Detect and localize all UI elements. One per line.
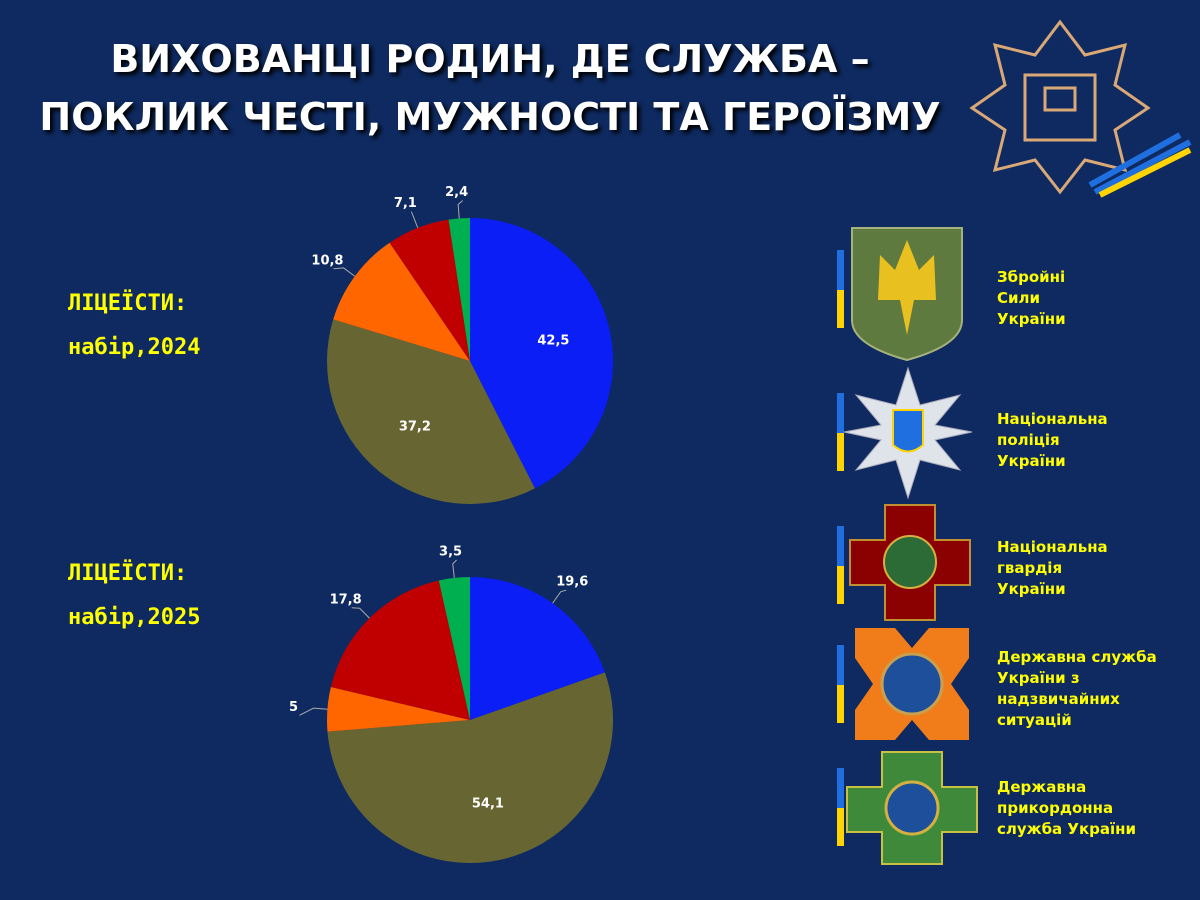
service-label: Національна (997, 538, 1108, 556)
data-label: 19,6 (556, 575, 588, 590)
flag-bars (837, 250, 844, 846)
leader-line (351, 607, 370, 619)
chart-label: ЛІЦЕЇСТИ: (68, 560, 187, 586)
pie-slice (470, 577, 605, 720)
service-label: України (997, 452, 1066, 470)
service-label: поліція (997, 431, 1060, 449)
data-label: 7,1 (394, 196, 417, 211)
title-line: ПОКЛИК ЧЕСТІ, МУЖНОСТІ ТА ГЕРОЇЗМУ (39, 95, 940, 139)
leader-line (333, 267, 356, 277)
pie-slice (327, 319, 535, 504)
service-label: Збройні (997, 268, 1065, 286)
chart-label: набір,2024 (68, 335, 200, 360)
service-label: Державна служба (997, 648, 1157, 666)
data-label: 3,5 (439, 545, 462, 560)
pie-slice (470, 218, 614, 489)
title-line: ВИХОВАНЦІ РОДИН, ДЕ СЛУЖБА – (110, 37, 869, 81)
leader-line (552, 589, 567, 604)
leader-line (457, 200, 463, 219)
service-label: ситуацій (997, 711, 1072, 729)
data-label: 10,8 (311, 253, 343, 268)
pie-slice (327, 687, 470, 732)
service-label: України (997, 310, 1066, 328)
chart-label: набір,2025 (68, 605, 200, 630)
service-label: служба України (997, 820, 1136, 838)
data-label: 37,2 (399, 419, 431, 434)
data-label: 5 (289, 700, 298, 715)
service-label: Національна (997, 410, 1108, 428)
pie-slice (389, 219, 470, 361)
service-label: України (997, 580, 1066, 598)
service-label: Сили (997, 289, 1040, 307)
pie-slice (330, 580, 470, 720)
data-label: 2,4 (445, 185, 468, 200)
leader-line (410, 211, 419, 229)
pie-slice (438, 577, 470, 720)
emblems (837, 227, 978, 865)
service-label: надзвичайних (997, 690, 1120, 708)
chart-label: ЛІЦЕЇСТИ: (68, 290, 187, 316)
service-label: гвардія (997, 559, 1062, 577)
leader-line (299, 707, 328, 716)
service-label: України з (997, 669, 1080, 687)
leader-line (452, 559, 457, 578)
pie-slice (448, 218, 470, 361)
logo (969, 19, 1192, 198)
pie-slice (333, 242, 470, 361)
data-label: 42,5 (537, 333, 569, 348)
data-label: 54,1 (472, 796, 504, 811)
pie-slice (327, 672, 613, 863)
data-label: 17,8 (330, 592, 362, 607)
service-label: прикордонна (997, 799, 1113, 817)
service-label: Державна (997, 778, 1086, 796)
